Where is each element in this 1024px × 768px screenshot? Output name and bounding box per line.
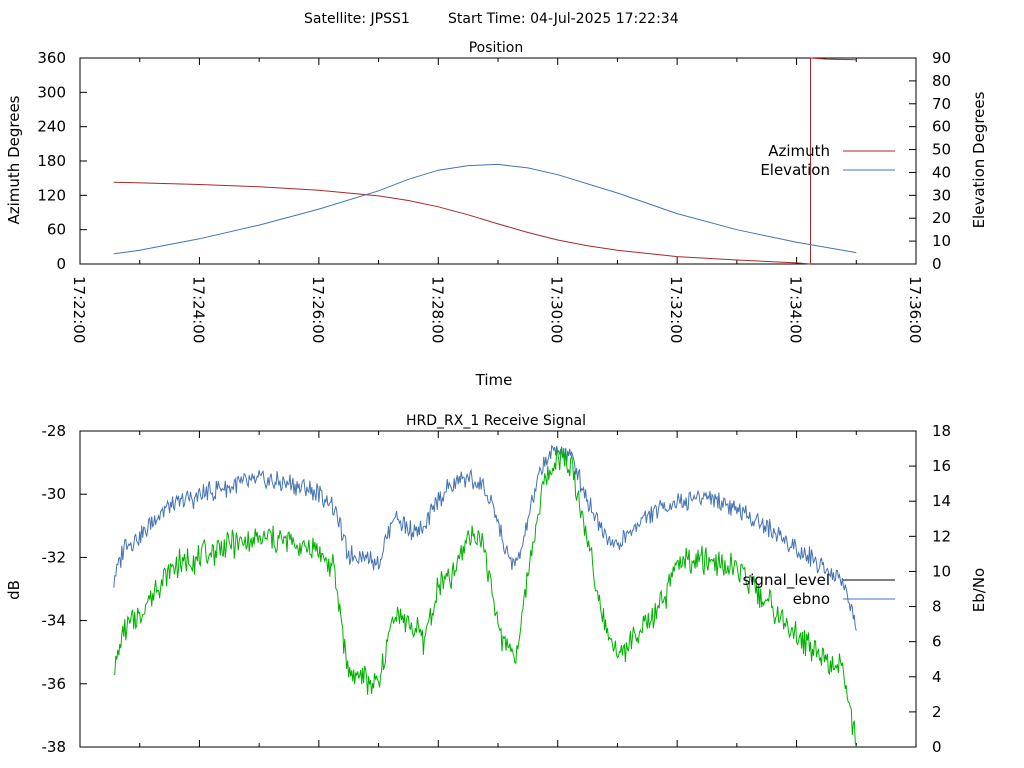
series-elevation-line <box>113 163 857 255</box>
y-tick-label: -30 <box>42 485 67 503</box>
x-tick-label: 17:28:00 <box>428 276 446 343</box>
y2-tick-label: 12 <box>932 527 951 545</box>
y2-tick-label: 90 <box>932 49 951 67</box>
y2-tick-label: 14 <box>932 492 951 510</box>
signal-ticks: -28 -30 -32 -34 -36 -38 0 2 4 6 8 10 12 14 16 18 <box>42 422 952 756</box>
y2-tick-label: 0 <box>932 738 942 756</box>
y2-tick-label: 50 <box>932 141 951 159</box>
y-tick-label: 360 <box>37 49 66 67</box>
y-tick-label: 60 <box>47 221 66 239</box>
y2-tick-label: 4 <box>932 668 942 686</box>
signal-series <box>113 444 857 748</box>
y2-tick-label: 10 <box>932 232 951 250</box>
x-tick-label: 17:32:00 <box>667 276 685 343</box>
y2-tick-label: 0 <box>932 255 942 273</box>
receive-signal-chart-title: HRD_RX_1 Receive Signal <box>406 413 586 429</box>
signal-legend: signal_level ebno <box>742 571 895 608</box>
position-ticks: 17:22:00 17:24:00 17:26:00 17:28:00 17:30:00… <box>37 49 951 343</box>
series-azimuth-line <box>810 57 857 264</box>
y-tick-label: 180 <box>37 152 66 170</box>
y2-tick-label: 18 <box>932 422 951 440</box>
start-time-label: Start Time: 04-Jul-2025 17:22:34 <box>448 11 679 27</box>
y2-tick-label: 6 <box>932 633 942 651</box>
legend-azimuth-label: Azimuth <box>768 142 830 160</box>
azimuth-axis-label: Azimuth Degrees <box>5 95 23 224</box>
y-tick-label: -34 <box>42 612 67 630</box>
series-signal-level-line <box>113 446 857 748</box>
series-azimuth-line <box>113 181 811 265</box>
position-chart: Position Azimuth Degrees Elevation Degre… <box>5 40 988 389</box>
elevation-axis-label: Elevation Degrees <box>970 91 988 228</box>
y-tick-label: 120 <box>37 186 66 204</box>
y2-tick-label: 16 <box>932 457 951 475</box>
y-tick-label: -28 <box>42 422 67 440</box>
receive-signal-chart: HRD_RX_1 Receive Signal dB Eb/No -28-30-… <box>5 413 988 756</box>
y2-tick-label: 40 <box>932 163 951 181</box>
y-tick-label: 240 <box>37 118 66 136</box>
y-tick-label: 0 <box>56 255 66 273</box>
time-axis-label: Time <box>475 371 513 389</box>
y-tick-label: -32 <box>42 548 67 566</box>
x-tick-label: 17:26:00 <box>309 276 327 343</box>
series-ebno-line <box>113 444 857 631</box>
x-tick-label: 17:34:00 <box>787 276 805 343</box>
db-axis-label: dB <box>5 580 23 600</box>
y-tick-label: -36 <box>42 675 67 693</box>
x-tick-label: 17:30:00 <box>548 276 566 343</box>
position-legend: Azimuth Elevation <box>760 142 895 179</box>
legend-ebno-label: ebno <box>793 590 830 608</box>
y2-tick-label: 70 <box>932 95 951 113</box>
ebno-axis-label: Eb/No <box>970 568 988 612</box>
x-tick-label: 17:36:00 <box>906 276 924 343</box>
y2-tick-label: 2 <box>932 703 942 721</box>
position-series <box>113 57 857 265</box>
y2-tick-label: 30 <box>932 186 951 204</box>
y2-tick-label: 80 <box>932 72 951 90</box>
signal-plot-frame <box>79 430 917 748</box>
x-tick-label: 17:22:00 <box>70 276 88 343</box>
y2-tick-label: 10 <box>932 562 951 580</box>
y2-tick-label: 20 <box>932 209 951 227</box>
y-tick-label: -38 <box>42 738 67 756</box>
x-tick-label: 17:24:00 <box>189 276 207 343</box>
satellite-label: Satellite: JPSS1 <box>304 11 410 27</box>
y2-tick-label: 60 <box>932 118 951 136</box>
y2-tick-label: 8 <box>932 598 942 616</box>
legend-signal-level-label: signal_level <box>742 571 830 590</box>
position-chart-title: Position <box>469 40 524 56</box>
y-tick-label: 300 <box>37 83 66 101</box>
legend-elevation-label: Elevation <box>760 161 830 179</box>
